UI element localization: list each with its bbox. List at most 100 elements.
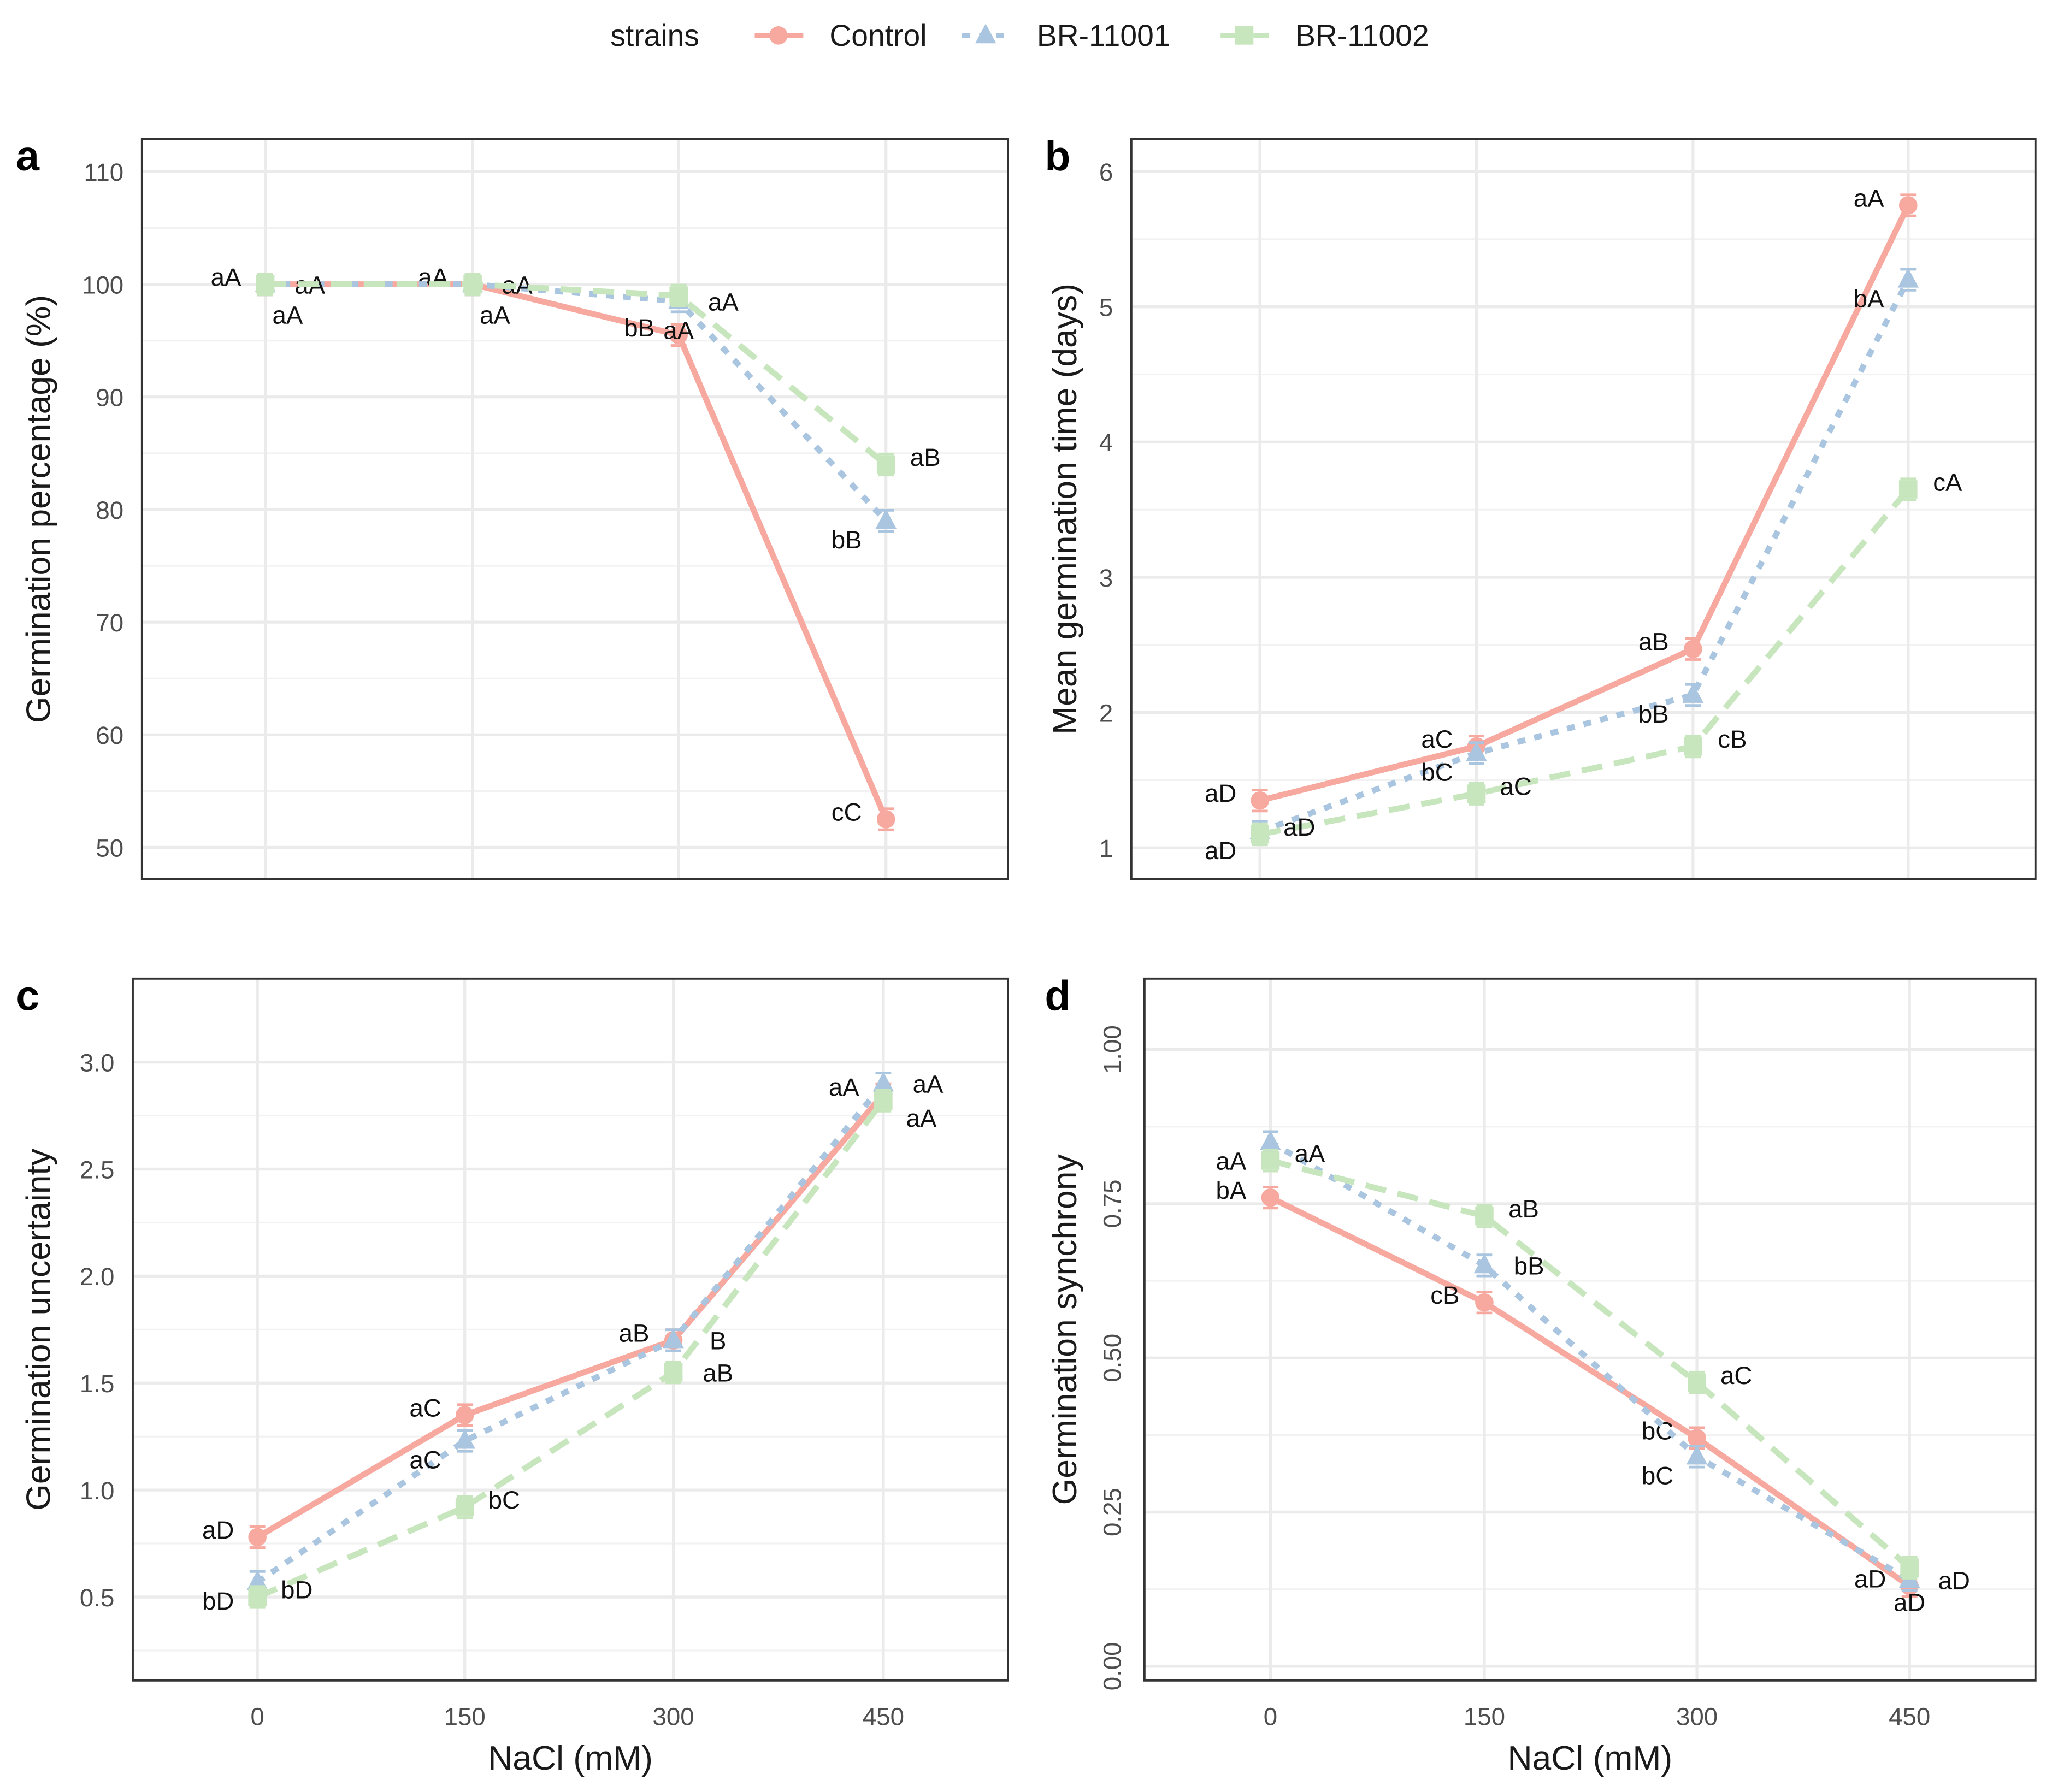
significance-label: aA <box>1295 1139 1325 1167</box>
legend-items: Control BR-11001 BR-11002 <box>754 19 1429 52</box>
y-tick-label: 3.0 <box>80 1049 114 1077</box>
significance-label: B <box>710 1327 726 1355</box>
y-tick-label: 2 <box>1099 699 1113 727</box>
significance-label: aC <box>409 1394 441 1422</box>
significance-label: bB <box>1514 1252 1544 1280</box>
significance-label: bA <box>1854 285 1884 313</box>
significance-label: aA <box>1216 1147 1246 1175</box>
y-tick-label: 0.25 <box>1099 1488 1127 1536</box>
significance-label: bC <box>488 1486 520 1514</box>
significance-label: aA <box>708 288 739 316</box>
data-point <box>455 1406 474 1424</box>
legend-title: strains <box>610 19 699 52</box>
data-point <box>1682 683 1704 703</box>
x-tick-label: 450 <box>863 1703 904 1731</box>
data-point <box>876 455 895 474</box>
significance-label: aA <box>906 1104 937 1132</box>
data-point <box>1684 640 1702 659</box>
y-tick-label: 2.0 <box>80 1263 114 1291</box>
significance-label: aC <box>1421 725 1453 753</box>
data-point <box>1467 784 1486 803</box>
series-line <box>265 281 888 467</box>
significance-label: bB <box>1638 700 1669 728</box>
data-point <box>1897 268 1919 288</box>
x-axis-title: NaCl (mM) <box>1507 1739 1672 1777</box>
panel-letter: b <box>1045 133 1070 180</box>
significance-label: aB <box>1638 628 1669 656</box>
significance-label: aD <box>1205 779 1236 807</box>
x-tick-label: 0 <box>1264 1703 1277 1731</box>
y-tick-label: 5 <box>1099 294 1113 322</box>
data-point <box>256 275 275 294</box>
series-control: aA aA bB cC <box>211 263 895 831</box>
data-point <box>669 326 688 345</box>
x-tick-label: 450 <box>1889 1703 1930 1731</box>
y-tick-label: 70 <box>96 609 123 637</box>
y-tick-label: 50 <box>96 834 123 862</box>
series-line <box>1259 487 1910 837</box>
series-line <box>256 1081 886 1585</box>
panel-letter: d <box>1045 972 1070 1019</box>
data-point <box>664 1363 683 1382</box>
data-point <box>248 1588 267 1606</box>
data-point <box>874 1091 893 1110</box>
significance-label: bD <box>202 1587 234 1615</box>
x-tick-label: 150 <box>444 1703 486 1731</box>
data-point <box>1900 1558 1919 1577</box>
significance-label: aD <box>1283 813 1315 841</box>
y-tick-label: 3 <box>1099 564 1113 592</box>
significance-label: aD <box>202 1516 234 1544</box>
significance-label: aA <box>663 316 694 344</box>
y-tick-label: 0.50 <box>1099 1334 1127 1382</box>
data-point <box>1686 1445 1708 1465</box>
series-br-11001: aD bC bB bA <box>1205 268 1919 865</box>
y-tick-label: 110 <box>84 158 123 186</box>
y-tick-label: 0.00 <box>1099 1642 1127 1690</box>
significance-label: aA <box>211 263 241 291</box>
legend-marker <box>1235 26 1254 45</box>
data-point <box>876 810 895 829</box>
gridlines <box>133 978 1009 1681</box>
series-control: aD aC aB aA <box>1205 184 1918 813</box>
panel-a: 50 60 70 80 90 100 110 Germination percentage (… <box>16 133 1009 880</box>
data-point <box>872 1072 894 1092</box>
data-point <box>1475 1293 1494 1312</box>
significance-label: aD <box>1894 1588 1925 1616</box>
series-line <box>1269 1194 1912 1589</box>
significance-label: bB <box>832 526 862 554</box>
y-tick-label: 90 <box>96 384 123 412</box>
significance-label: aA <box>1854 184 1884 212</box>
significance-label: aD <box>1854 1565 1886 1593</box>
series-line <box>256 1098 886 1600</box>
x-tick-label: 300 <box>1676 1703 1718 1731</box>
significance-label: cB <box>1430 1281 1459 1309</box>
y-tick-label: 100 <box>82 271 123 299</box>
data-point <box>1684 737 1702 756</box>
significance-label: aB <box>619 1319 650 1347</box>
series-control: bA cB bC aD <box>1216 1176 1919 1598</box>
significance-label: aA <box>829 1073 859 1101</box>
series-line <box>1259 278 1911 835</box>
y-tick-label: 1.0 <box>80 1477 114 1505</box>
plot-border <box>1130 138 2037 880</box>
data-point <box>1688 1373 1706 1392</box>
series-line <box>1270 1157 1912 1570</box>
significance-label: cB <box>1718 725 1747 753</box>
series-br-11002: aA aA aA aB <box>256 272 941 477</box>
data-point <box>1898 196 1918 215</box>
series-line <box>265 281 888 523</box>
x-tick-label: 300 <box>653 1703 694 1731</box>
series-line <box>265 281 889 821</box>
y-tick-label: 0.5 <box>80 1584 114 1612</box>
significance-label: aB <box>703 1359 733 1387</box>
data-point <box>454 1429 475 1449</box>
significance-label: aC <box>1500 773 1531 801</box>
x-tick-label: 150 <box>1464 1703 1505 1731</box>
legend-item-control: Control <box>754 19 927 52</box>
plot-border <box>132 977 1009 1682</box>
significance-label: cC <box>832 798 862 826</box>
significance-label: aC <box>1720 1362 1752 1389</box>
y-tick-label: 1.5 <box>80 1370 114 1398</box>
